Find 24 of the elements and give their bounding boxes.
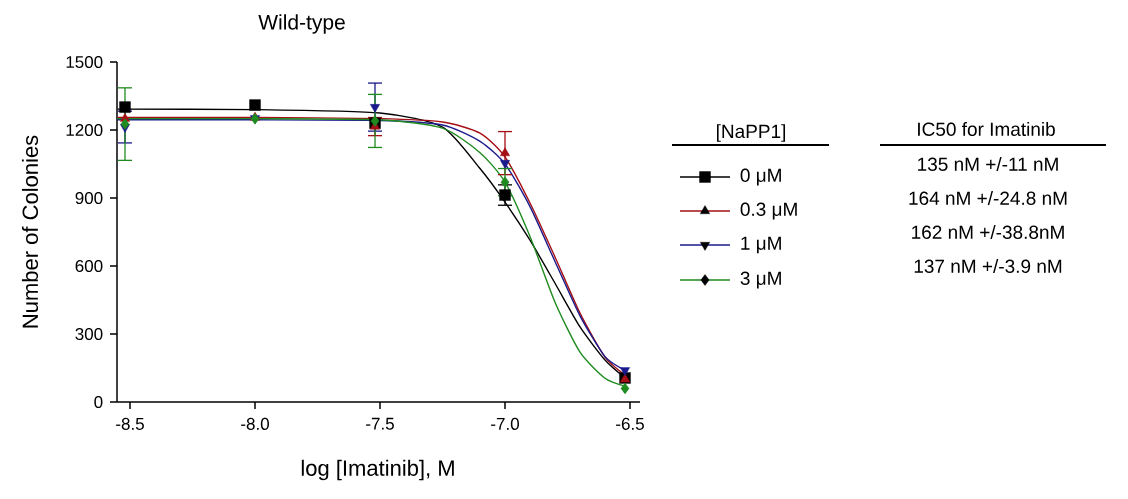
x-tick-label: -8.0 — [241, 417, 269, 430]
y-tick-label: 1200 — [66, 123, 103, 137]
x-tick-label: -8.5 — [116, 417, 144, 430]
x-tick-label: -7.0 — [491, 417, 519, 430]
text: IC50 for Imatinib — [918, 122, 1055, 136]
y-tick-label: 900 — [75, 191, 103, 205]
y-tick-label: 600 — [75, 259, 103, 273]
x-axis-title: log [Imatinib], M — [301, 459, 454, 481]
y-tick-label: 0 — [94, 395, 103, 409]
legend-label: 3 μM — [740, 271, 781, 289]
legend-label: 0 μM — [740, 168, 781, 186]
legend-title: [NaPP1] — [716, 124, 786, 142]
legend-label: 0.3 μM — [740, 202, 797, 220]
y-axis-title: Number of Colonies — [21, 135, 39, 328]
text: 137 nM +/-3.9 nM — [914, 259, 1062, 273]
text: 135 nM +/-11 nM — [918, 157, 1058, 171]
text: 162 nM +/-38.8nM — [912, 225, 1064, 239]
text: 164 nM +/-24.8 nM — [909, 191, 1067, 205]
y-tick-label: 1500 — [66, 55, 103, 69]
chart-title: Wild-type — [258, 14, 345, 34]
y-tick-label: 300 — [75, 327, 103, 341]
x-tick-label: -6.5 — [616, 417, 644, 430]
legend-label: 1 μM — [741, 236, 781, 254]
x-tick-label: -7.5 — [366, 417, 394, 430]
